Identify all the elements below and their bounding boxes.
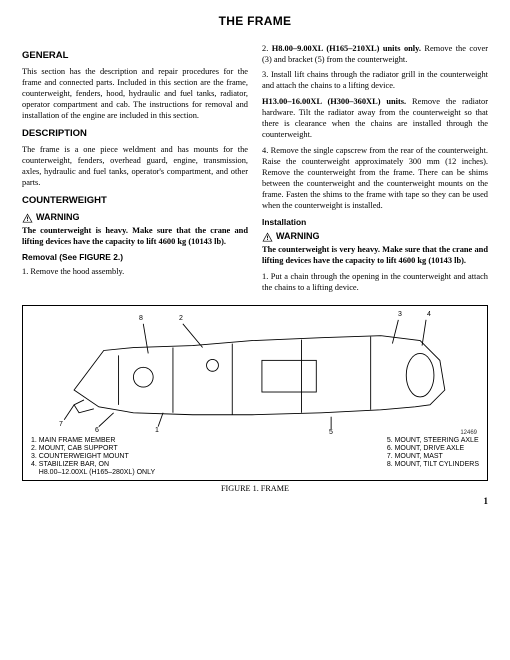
install-step-1: 1. Put a chain through the opening in th… [262,272,488,294]
legend-right: 5. MOUNT, STEERING AXLE 6. MOUNT, DRIVE … [387,437,479,477]
two-column-body: GENERAL This section has the description… [22,44,488,299]
step2-prefix: 2. [262,44,272,53]
warning-label-right: WARNING [276,231,320,243]
warning-text-left: The counterweight is heavy. Make sure th… [22,226,248,248]
left-column: GENERAL This section has the description… [22,44,248,299]
figure-1-frame: 8 2 3 4 5 7 6 1 12469 1. MAIN FRAME MEMB… [22,305,488,481]
heading-removal: Removal (See FIGURE 2.) [22,252,248,263]
warning-icon [22,213,33,223]
right-column: 2. H8.00–9.00XL (H165–210XL) units only.… [262,44,488,299]
callout-8: 8 [139,314,143,323]
figure-legend: 1. MAIN FRAME MEMBER 2. MOUNT, CAB SUPPO… [31,437,479,477]
heading-installation: Installation [262,217,488,228]
heading-general: GENERAL [22,50,248,62]
warning-block-right: WARNING [262,231,488,243]
callout-1: 1 [155,426,159,435]
callout-4: 4 [427,310,431,319]
warning-block-left: WARNING [22,212,248,224]
page-title: THE FRAME [22,14,488,30]
paragraph-general: This section has the description and rep… [22,67,248,122]
removal-step-1: 1. Remove the hood assembly. [22,267,248,278]
step-3b: H13.00–16.00XL (H300–360XL) units. Remov… [262,97,488,141]
callout-6: 6 [95,426,99,435]
step-2: 2. H8.00–9.00XL (H165–210XL) units only.… [262,44,488,66]
figure-caption: FIGURE 1. FRAME [22,484,488,495]
step-3: 3. Install lift chains through the radia… [262,70,488,92]
warning-label-left: WARNING [36,212,80,224]
legend-left: 1. MAIN FRAME MEMBER 2. MOUNT, CAB SUPPO… [31,437,155,477]
page-number: 1 [22,496,488,508]
warning-icon [262,232,273,242]
callout-2: 2 [179,314,183,323]
step3b-bold: H13.00–16.00XL (H300–360XL) units. [262,97,406,106]
heading-counterweight: COUNTERWEIGHT [22,195,248,207]
callout-3: 3 [398,310,402,319]
callout-7: 7 [59,420,63,429]
heading-description: DESCRIPTION [22,128,248,140]
callout-5: 5 [329,428,333,437]
warning-text-right: The counterweight is very heavy. Make su… [262,245,488,267]
step2-bold: H8.00–9.00XL (H165–210XL) units only. [272,44,421,53]
step-4: 4. Remove the single capscrew from the r… [262,146,488,212]
paragraph-description: The frame is a one piece weldment and ha… [22,145,248,189]
